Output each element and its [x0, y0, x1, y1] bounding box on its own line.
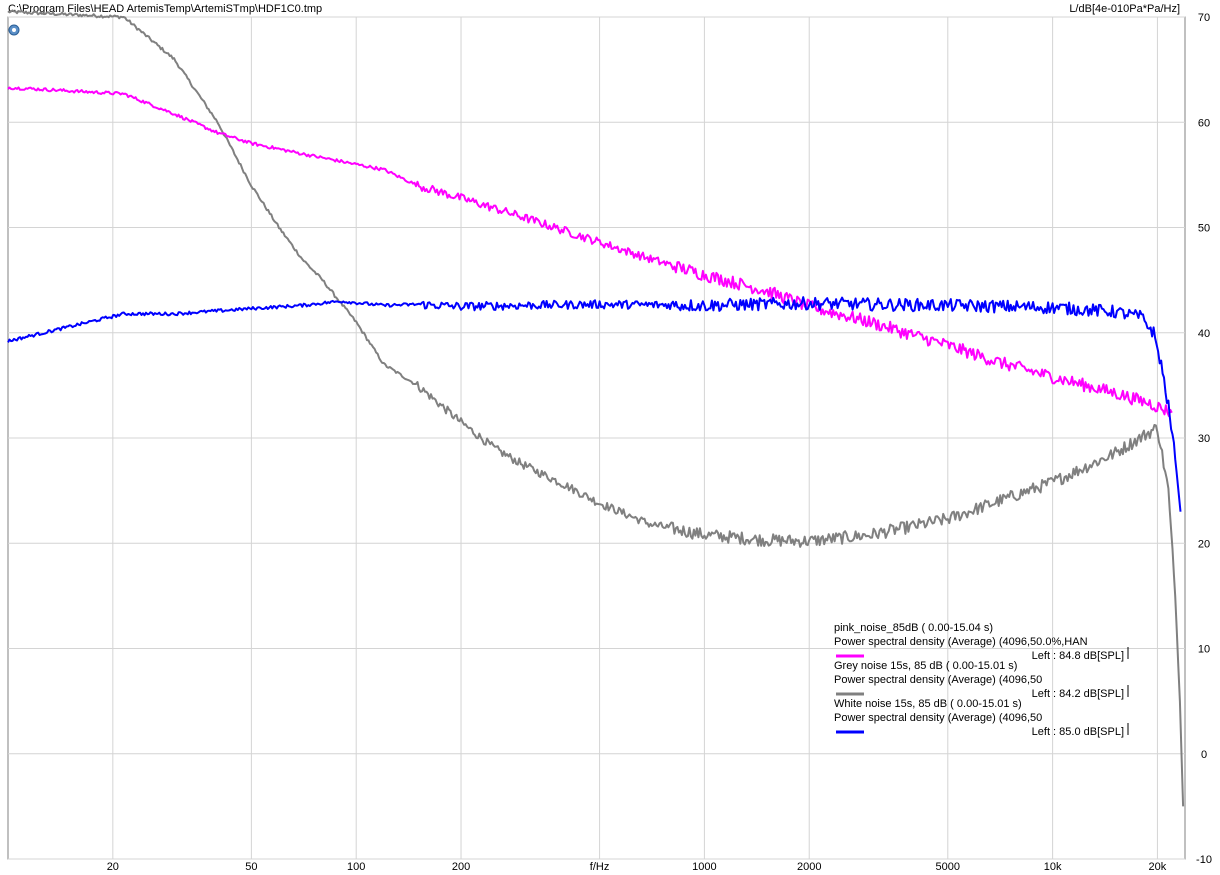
x-tick-label: 1000	[692, 861, 716, 873]
legend-description: Power spectral density (Average) (4096,5…	[834, 674, 1042, 686]
y-tick-label: 30	[1198, 433, 1210, 445]
legend-level: Left : 85.0 dB[SPL]	[1032, 726, 1124, 738]
x-tick-label: 2000	[797, 861, 821, 873]
x-tick-label: 200	[452, 861, 470, 873]
y-tick-label: 70	[1198, 12, 1210, 24]
legend-description: Power spectral density (Average) (4096,5…	[834, 636, 1088, 648]
legend-name: Grey noise 15s, 85 dB ( 0.00-15.01 s)	[834, 660, 1017, 672]
x-tick-label: 50	[245, 861, 257, 873]
x-tick-label: f/Hz	[590, 861, 610, 873]
y-tick-label: 0	[1201, 749, 1207, 761]
y-tick-label: 10	[1198, 644, 1210, 656]
legend-description: Power spectral density (Average) (4096,5…	[834, 712, 1042, 724]
x-tick-label: 20	[107, 861, 119, 873]
y-unit-label: L/dB[4e-010Pa*Pa/Hz]	[1069, 3, 1180, 15]
x-tick-label: 5000	[936, 861, 960, 873]
grid-lines	[8, 16, 1185, 860]
series-line-1	[7, 9, 1185, 807]
y-tick-label: 50	[1198, 223, 1210, 235]
series-line-2	[7, 296, 1182, 512]
y-tick-label: -10	[1196, 854, 1212, 866]
file-path-title: C:\Program Files\HEAD ArtemisTemp\Artemi…	[8, 3, 323, 15]
x-axis-ticks: 20 50 100 200 f/Hz 1000 2000 5000 10k 20k	[107, 861, 1167, 873]
marker-icon[interactable]	[8, 24, 20, 36]
x-tick-label: 20k	[1149, 861, 1167, 873]
legend-level: Left : 84.8 dB[SPL]	[1032, 650, 1124, 662]
y-tick-label: 40	[1198, 328, 1210, 340]
legend: pink_noise_85dB ( 0.00-15.04 s) Power spe…	[834, 622, 1129, 738]
y-tick-label: 60	[1198, 117, 1210, 129]
x-tick-label: 100	[347, 861, 365, 873]
series-layer	[7, 9, 1185, 807]
legend-level: Left : 84.2 dB[SPL]	[1032, 688, 1124, 700]
y-tick-label: 20	[1198, 538, 1210, 550]
legend-name: White noise 15s, 85 dB ( 0.00-15.01 s)	[834, 698, 1022, 710]
y-axis-ticks: 70 60 50 40 30 20 10 0 -10	[1196, 12, 1212, 866]
series-line-0	[7, 86, 1173, 418]
x-tick-label: 10k	[1044, 861, 1062, 873]
legend-name: pink_noise_85dB ( 0.00-15.04 s)	[834, 622, 993, 634]
